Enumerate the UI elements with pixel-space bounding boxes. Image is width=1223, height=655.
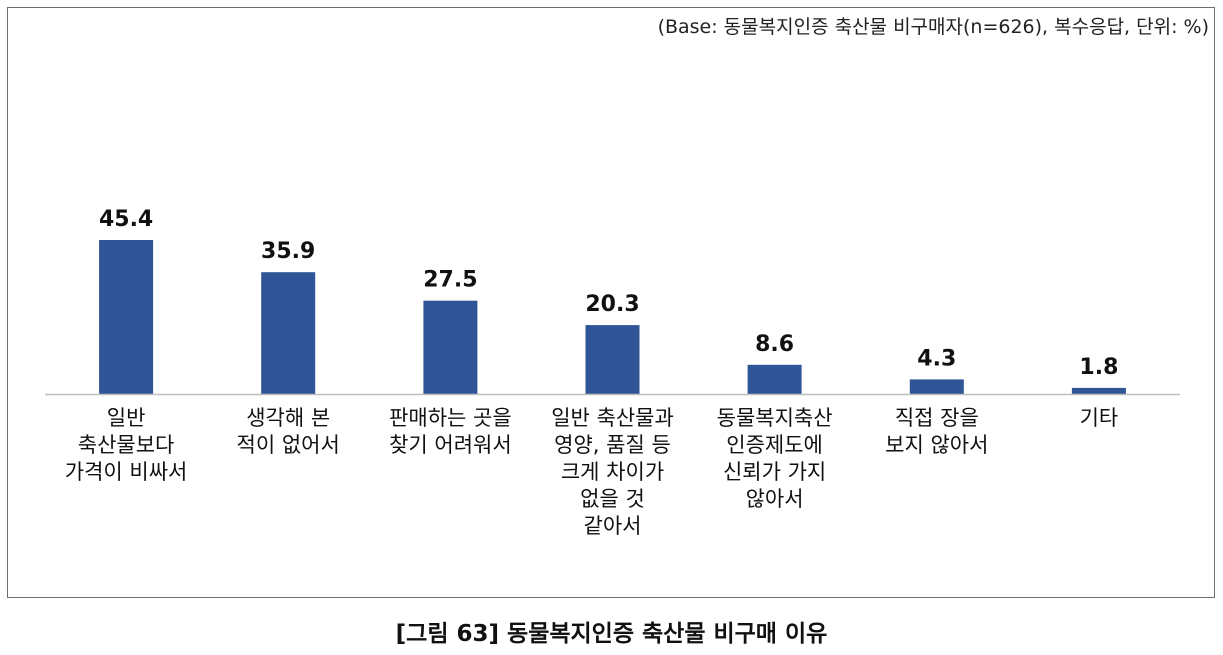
bar-1 (99, 240, 154, 394)
figure-caption: [그림 63] 동물복지인증 축산물 비구매 이유 (395, 621, 828, 647)
bar-6 (909, 379, 964, 394)
value-label-4: 20.3 (585, 292, 639, 317)
bar-2 (261, 272, 316, 394)
bar-4 (585, 325, 640, 394)
chart-frame (7, 7, 1215, 598)
value-labels-layer: 45.4 35.9 27.5 20.3 8.6 4.3 1.8 (99, 207, 1118, 380)
value-label-7: 1.8 (1079, 355, 1118, 380)
category-label-line: 축산물보다 (77, 433, 175, 457)
bar-7 (1071, 387, 1126, 394)
category-label-line: 기타 (1079, 406, 1119, 430)
category-label-line: 일반 (106, 406, 146, 430)
category-label-line: 크게 차이가 (560, 460, 665, 484)
category-label-line: 인증제도에 (726, 433, 823, 457)
value-label-1: 45.4 (99, 207, 153, 232)
category-label-line: 찾기 어려워서 (389, 433, 512, 457)
category-label-line: 가격이 비싸서 (64, 460, 188, 484)
category-label-line: 신뢰가 가지 (722, 460, 827, 484)
value-label-6: 4.3 (917, 346, 956, 371)
category-label-line: 동물복지축산 (716, 406, 833, 430)
category-label-line: 없을 것 (580, 487, 645, 511)
category-label-line: 적이 없어서 (236, 433, 340, 457)
category-label-line: 같아서 (583, 514, 642, 538)
category-label-line: 생각해 본 (246, 406, 331, 430)
value-label-5: 8.6 (755, 332, 794, 357)
bar-5 (747, 364, 802, 394)
value-label-2: 35.9 (261, 239, 315, 264)
category-label-line: 보지 않아서 (885, 433, 989, 457)
category-label-line: 영양, 품질 등 (554, 433, 671, 457)
bar-3 (423, 300, 478, 394)
category-label-line: 일반 축산물과 (551, 406, 674, 430)
category-label-line: 판매하는 곳을 (389, 406, 512, 430)
category-label-line: 직접 장을 (894, 406, 979, 430)
base-note: (Base: 동물복지인증 축산물 비구매자(n=626), 복수응답, 단위:… (657, 16, 1209, 38)
bars-layer (99, 240, 1126, 394)
category-label-line: 않아서 (745, 487, 804, 511)
value-label-3: 27.5 (423, 268, 477, 293)
category-label-7: 기타 (1019, 405, 1179, 432)
